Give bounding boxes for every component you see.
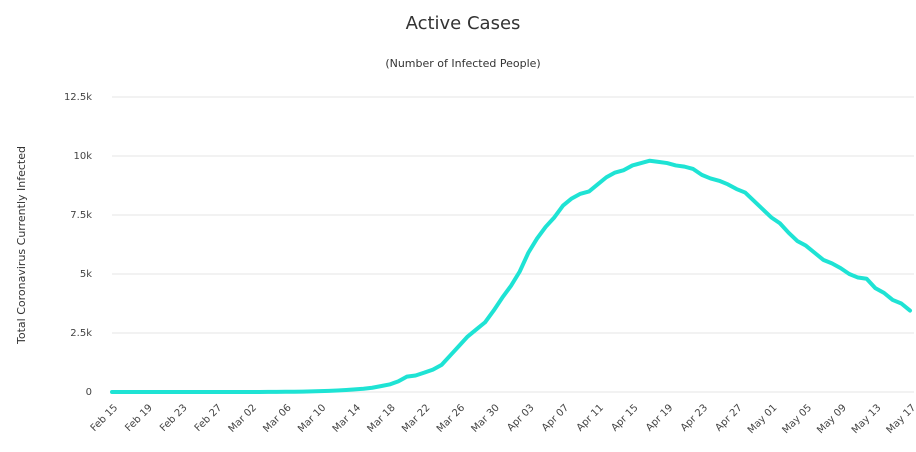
x-tick-label: Mar 06 — [261, 402, 293, 434]
x-tick-label: May 17 — [885, 402, 916, 436]
x-tick-label: Apr 27 — [714, 402, 745, 433]
x-tick-label: Mar 30 — [470, 402, 502, 434]
x-tick-label: Feb 27 — [193, 402, 225, 434]
x-tick-label: May 09 — [815, 402, 849, 436]
x-tick-label: Apr 03 — [505, 402, 536, 433]
x-tick-label: Mar 14 — [331, 402, 363, 434]
line — [110, 158, 912, 394]
x-tick-label: Mar 10 — [296, 402, 328, 434]
y-tick-label: 0 — [86, 387, 92, 398]
y-tick-label: 7.5k — [70, 210, 92, 221]
x-tick-label: Feb 15 — [89, 402, 121, 434]
x-tick-label: Mar 02 — [227, 402, 259, 434]
x-tick-label: Feb 23 — [158, 402, 190, 434]
y-tick-label: 10k — [73, 151, 92, 162]
y-axis-label: Total Coronavirus Currently Infected — [15, 146, 28, 345]
x-tick-label: Mar 18 — [365, 402, 397, 434]
x-tick-label: Apr 07 — [540, 402, 571, 433]
x-tick-label: May 01 — [746, 402, 780, 436]
x-tick-label: May 13 — [850, 402, 884, 436]
x-tick-label: Apr 23 — [679, 402, 710, 433]
x-tick-label: Apr 19 — [644, 402, 675, 433]
y-tick-label: 2.5k — [70, 328, 92, 339]
chart-subtitle: (Number of Infected People) — [385, 57, 540, 70]
y-tick-label: 5k — [80, 269, 92, 280]
x-tick-label: Apr 15 — [609, 402, 640, 433]
x-tick-label: Mar 22 — [400, 402, 432, 434]
y-tick-label: 12.5k — [64, 92, 92, 103]
x-tick-label: May 05 — [781, 402, 815, 436]
chart-title: Active Cases — [406, 13, 521, 34]
x-tick-label: Mar 26 — [435, 402, 467, 434]
x-tick-label: Apr 11 — [575, 402, 606, 433]
x-tick-label: Feb 19 — [123, 402, 155, 434]
